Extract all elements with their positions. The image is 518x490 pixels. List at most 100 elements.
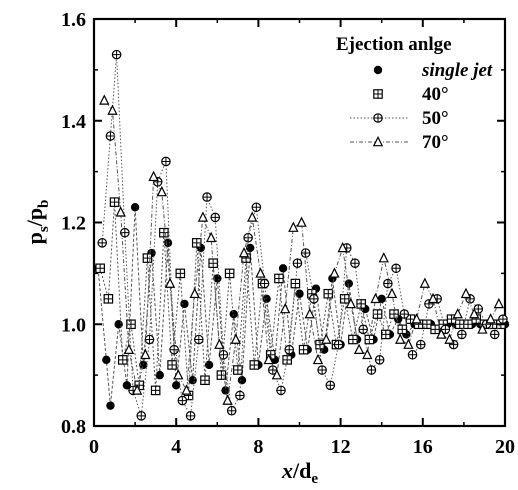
series-3-point-cross <box>112 50 121 59</box>
series-2-point-cross <box>200 376 210 385</box>
series-3-point-cross <box>490 330 499 339</box>
series-3-point-cross <box>106 131 115 141</box>
series-3-point-cross <box>285 345 294 354</box>
series-4-point <box>288 221 299 232</box>
series-4-point-shape <box>403 338 414 349</box>
series-1-point <box>114 320 123 329</box>
series-4-point-shape <box>460 287 472 299</box>
series-2-point <box>249 360 260 370</box>
series-4-point <box>403 338 414 349</box>
series-3-point <box>415 339 426 350</box>
series-2-point-cross <box>110 197 119 207</box>
y-axis-label-s1: s <box>36 226 52 232</box>
series-3-point <box>391 263 401 274</box>
series-2-point-cross <box>167 360 177 370</box>
series-4-point-shape <box>296 216 307 227</box>
series-3-point <box>185 411 196 421</box>
series-1-point-shape <box>139 360 148 370</box>
series-3-point-cross <box>145 335 154 344</box>
series-1-point <box>102 355 111 365</box>
series-3-point <box>399 309 410 319</box>
legend-marker <box>373 89 383 99</box>
series-4-point-shape <box>205 231 217 243</box>
series-4-point-shape <box>279 302 291 314</box>
series-4-point-shape <box>345 297 357 309</box>
legend-title: Ejection anlge <box>336 34 452 55</box>
series-1-point <box>180 299 189 309</box>
series-3-point <box>267 365 278 375</box>
series-3-point-cross <box>194 335 204 344</box>
series-3-point <box>243 232 253 243</box>
series-2-point-cross <box>225 269 234 278</box>
series-1-point <box>163 238 173 248</box>
series-2-point <box>282 355 292 365</box>
series-1-point-shape <box>106 401 115 410</box>
series-2-point <box>348 334 358 345</box>
series-4-point <box>247 211 258 222</box>
series-2-point <box>109 197 120 207</box>
legend-items: single jet 40° 50° 70° <box>350 60 493 153</box>
series-4-point <box>238 246 250 258</box>
series-3-point <box>226 405 237 416</box>
series-4-point-shape <box>444 333 455 344</box>
legend-label: 50° <box>422 108 449 129</box>
series-4-point-shape <box>230 333 241 344</box>
series-2-point <box>167 360 177 370</box>
series-4-point-shape <box>378 252 389 263</box>
legend-marker <box>373 65 383 75</box>
series-4-point <box>345 297 357 309</box>
series-3-point-cross <box>383 279 393 288</box>
legend-marker-cross <box>373 113 383 123</box>
series-4-point <box>395 333 406 344</box>
series-4-point <box>263 353 274 365</box>
legend-marker <box>372 135 384 147</box>
series-4-point <box>386 287 398 299</box>
series-3-point-cross <box>375 355 384 365</box>
series-1-point <box>204 360 214 370</box>
series-1-point <box>172 381 181 390</box>
series-3-point-cross <box>359 325 368 334</box>
series-1-point <box>245 243 255 253</box>
series-4-point <box>378 252 389 263</box>
series-4-point <box>205 231 217 243</box>
series-4-point-shape <box>477 323 488 334</box>
x-axis-label: x/de <box>281 458 318 487</box>
series-4-point-shape <box>173 369 184 380</box>
y-tick-label: 1.4 <box>61 111 86 133</box>
series-3-point <box>276 385 286 396</box>
series-4-point-shape <box>493 297 505 309</box>
series-4-point-shape <box>156 185 167 197</box>
series-3-point <box>309 294 319 304</box>
legend-entry: single jet <box>373 60 493 81</box>
series-4-point-shape <box>238 246 250 258</box>
series-4-point-shape <box>329 267 340 278</box>
series-3-point-cross <box>416 340 425 349</box>
legend-label: 40° <box>422 84 449 105</box>
series-3-point-cross <box>391 264 401 273</box>
series-1-point <box>122 381 132 390</box>
series-2-point-cross <box>299 345 308 354</box>
series-4-point-shape <box>312 353 324 365</box>
series-4-point-shape <box>140 348 151 360</box>
series-2-point <box>216 370 227 380</box>
series-3-point-cross <box>498 314 508 324</box>
series-2-point <box>454 319 465 330</box>
series-2-point <box>430 324 440 335</box>
series-2-point <box>95 263 105 274</box>
series-4-point-shape <box>181 384 192 395</box>
series-3-point-cross <box>309 294 319 304</box>
series-2-point-cross <box>324 289 333 298</box>
series-3-point <box>97 238 108 248</box>
x-axis-label-sep: /d <box>292 458 311 483</box>
series-2-point-cross <box>126 320 136 329</box>
series-3-point <box>144 334 155 345</box>
series-2-point-cross <box>192 238 201 248</box>
series-2-point-cross <box>104 294 113 304</box>
series-3-point <box>317 365 327 375</box>
series-3-point-cross <box>260 279 269 288</box>
series-2-point-cross <box>315 340 325 349</box>
series-1-point <box>221 386 230 395</box>
series-1-point <box>229 309 238 319</box>
series-4-point <box>444 333 455 344</box>
